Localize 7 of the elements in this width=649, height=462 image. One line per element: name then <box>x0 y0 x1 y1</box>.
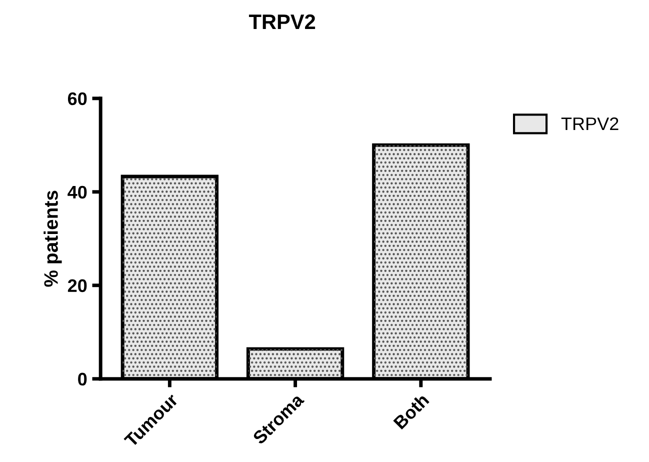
y-tick-label: 0 <box>78 372 87 386</box>
y-tick-label: 60 <box>68 92 87 106</box>
y-tick-label: 40 <box>68 186 87 199</box>
y-axis-title: % patients <box>44 190 62 287</box>
chart-title: TRPV2 <box>248 14 316 29</box>
y-tick-label: 20 <box>68 279 87 292</box>
legend-label: TRPV2 <box>561 117 618 130</box>
